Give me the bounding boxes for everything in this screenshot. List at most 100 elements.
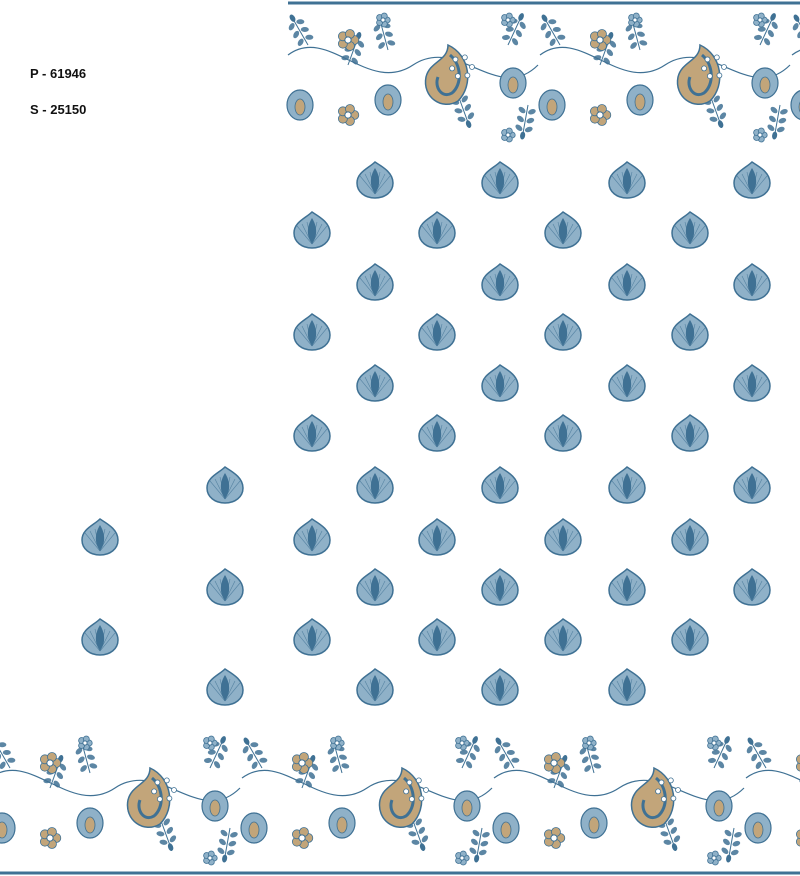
flower-icon — [707, 735, 722, 751]
flower-icon — [292, 752, 314, 774]
design-code-p: P - 61946 — [30, 66, 87, 81]
flower-icon — [544, 752, 566, 774]
buta-motif — [81, 618, 119, 656]
buta-motif — [608, 668, 646, 706]
leaf-pod-icon — [201, 790, 229, 822]
buta-motif — [418, 313, 456, 351]
flower-icon — [203, 850, 218, 866]
flower-icon — [796, 829, 800, 847]
leaf-pod-icon — [626, 84, 654, 116]
leaf-sprig-icon — [515, 104, 536, 140]
leaf-sprig-icon — [242, 737, 268, 769]
leaf-pod-icon — [790, 90, 800, 120]
flower-icon — [455, 735, 470, 751]
buta-motif — [671, 414, 709, 452]
leaf-sprig-icon — [288, 14, 314, 46]
buta-motif — [206, 466, 244, 504]
buta-motif — [418, 518, 456, 556]
buta-motif — [671, 518, 709, 556]
buta-motif — [418, 414, 456, 452]
buta-motif — [608, 466, 646, 504]
bottom-floral-border — [0, 735, 800, 875]
buta-motif — [481, 161, 519, 199]
border-repeat — [240, 735, 493, 866]
leaf-sprig-icon — [708, 736, 732, 769]
flower-icon — [203, 735, 218, 751]
buta-motif — [608, 364, 646, 402]
buta-motif — [733, 364, 771, 402]
design-code-s: S - 25150 — [30, 102, 87, 117]
leaf-pod-icon — [328, 807, 356, 839]
buta-field — [81, 161, 771, 706]
border-repeat — [0, 735, 241, 866]
leaf-pod-icon — [0, 812, 16, 844]
buta-motif — [293, 518, 331, 556]
buta-motif — [418, 618, 456, 656]
buta-motif — [671, 618, 709, 656]
buta-motif — [544, 313, 582, 351]
flower-icon — [753, 127, 768, 143]
buta-motif — [481, 668, 519, 706]
flower-icon — [501, 12, 516, 28]
leaf-sprig-icon — [767, 104, 788, 140]
flower-icon — [376, 12, 391, 28]
paisley-icon — [630, 766, 681, 829]
flower-icon — [292, 827, 314, 849]
buta-motif — [356, 668, 394, 706]
flower-icon — [590, 29, 612, 51]
flower-icon — [707, 850, 722, 866]
leaf-sprig-icon — [153, 817, 177, 851]
buta-motif — [733, 161, 771, 199]
leaf-sprig-icon — [469, 827, 490, 863]
flower-icon — [330, 735, 345, 751]
buta-motif — [206, 568, 244, 606]
flower-icon — [582, 735, 597, 751]
buta-motif — [544, 414, 582, 452]
leaf-pod-icon — [76, 807, 104, 839]
paisley-icon — [126, 766, 177, 829]
buta-motif — [356, 263, 394, 301]
leaf-sprig-icon — [792, 14, 800, 46]
leaf-sprig-icon — [456, 736, 480, 769]
buta-motif — [206, 668, 244, 706]
buta-motif — [481, 568, 519, 606]
border-repeat — [744, 737, 800, 847]
buta-motif — [608, 263, 646, 301]
paisley-icon — [378, 766, 429, 829]
border-repeat — [790, 14, 800, 120]
buta-motif — [733, 568, 771, 606]
buta-motif — [608, 568, 646, 606]
buta-motif — [356, 466, 394, 504]
flower-icon — [40, 752, 62, 774]
buta-motif — [733, 263, 771, 301]
flower-icon — [338, 104, 360, 126]
buta-motif — [481, 466, 519, 504]
flower-icon — [753, 12, 768, 28]
buta-motif — [481, 364, 519, 402]
buta-motif — [356, 568, 394, 606]
border-repeat — [492, 735, 745, 866]
border-repeat — [538, 12, 791, 143]
flower-icon — [40, 827, 62, 849]
leaf-sprig-icon — [540, 14, 566, 46]
buta-motif — [418, 211, 456, 249]
leaf-pod-icon — [240, 812, 268, 844]
buta-motif — [671, 313, 709, 351]
leaf-pod-icon — [499, 67, 527, 99]
buta-motif — [356, 161, 394, 199]
buta-motif — [293, 618, 331, 656]
leaf-pod-icon — [453, 790, 481, 822]
flower-icon — [628, 12, 643, 28]
leaf-sprig-icon — [746, 737, 772, 769]
leaf-pod-icon — [705, 790, 733, 822]
paisley-icon — [424, 43, 475, 106]
buta-motif — [293, 414, 331, 452]
leaf-pod-icon — [374, 84, 402, 116]
flower-icon — [338, 29, 360, 51]
leaf-sprig-icon — [204, 736, 228, 769]
buta-motif — [481, 263, 519, 301]
buta-motif — [733, 466, 771, 504]
flower-icon — [455, 850, 470, 866]
leaf-pod-icon — [492, 812, 520, 844]
